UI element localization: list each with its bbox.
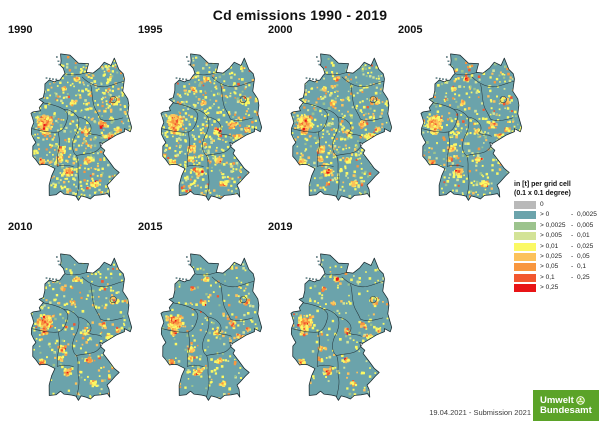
legend-range-to: 0,025 — [577, 242, 594, 250]
legend-range-sep: - — [571, 263, 574, 271]
germany-map-1990 — [30, 53, 133, 201]
legend-range-sep: - — [571, 211, 574, 219]
uba-logo: Umwelt Bundesamt — [533, 390, 599, 421]
legend-swatch — [514, 273, 536, 282]
legend-range-to: 0,25 — [577, 273, 590, 281]
legend-swatch — [514, 263, 536, 272]
legend-title-line1: in [t] per grid cell — [514, 181, 571, 188]
year-label-2015: 2015 — [138, 221, 163, 233]
legend-swatch — [514, 201, 536, 209]
logo-text-umwelt: Umwelt — [540, 395, 574, 406]
legend: in [t] per grid cell (0.1 x 0.1 degree) … — [514, 180, 600, 295]
legend-row: > 0,05 - 0,1 — [514, 263, 600, 272]
legend-range-from: > 0 — [540, 211, 550, 219]
legend-range-to: 0,01 — [577, 232, 590, 240]
submission-note: 19.04.2021 - Submission 2021 — [429, 408, 531, 417]
year-label-2005: 2005 — [398, 24, 423, 36]
germany-map-2005 — [420, 53, 523, 201]
legend-range-to: 0,1 — [577, 263, 587, 271]
legend-row: 0 — [514, 201, 600, 209]
germany-map-1995 — [160, 53, 263, 201]
legend-row: > 0,005 - 0,01 — [514, 232, 600, 241]
legend-range-from: > 0,025 — [540, 252, 562, 260]
germany-map-2010 — [30, 253, 133, 401]
legend-row: > 0,025 - 0,05 — [514, 252, 600, 261]
legend-range-to: 0,0025 — [577, 211, 597, 219]
legend-row: > 0,0025 - 0,005 — [514, 221, 600, 230]
legend-swatch — [514, 211, 536, 220]
legend-range-from: > 0,05 — [540, 263, 559, 271]
year-label-1995: 1995 — [138, 24, 163, 36]
legend-range-to: 0,05 — [577, 252, 590, 260]
legend-row: > 0,01 - 0,025 — [514, 242, 600, 251]
legend-range-sep: - — [571, 273, 574, 281]
year-label-2010: 2010 — [8, 221, 33, 233]
legend-swatch — [514, 284, 536, 293]
legend-range-from: > 0,005 — [540, 232, 562, 240]
year-label-2019: 2019 — [268, 221, 293, 233]
legend-rows: 0 > 0 - 0,0025 > 0,0025 - 0,005 > 0,005 … — [514, 201, 600, 293]
legend-range-from: > 0,01 — [540, 242, 559, 250]
figure-title: Cd emissions 1990 - 2019 — [212, 7, 388, 23]
year-label-2000: 2000 — [268, 24, 293, 36]
year-label-1990: 1990 — [8, 24, 33, 36]
uba-globe-icon — [576, 396, 585, 405]
legend-swatch — [514, 252, 536, 261]
legend-row: > 0,1 - 0,25 — [514, 273, 600, 282]
legend-range-from: > 0,0025 — [540, 221, 566, 229]
legend-range-from: > 0,1 — [540, 273, 555, 281]
legend-title-line2: (0.1 x 0.1 degree) — [514, 190, 571, 197]
germany-map-2019 — [290, 253, 393, 401]
legend-range-sep: - — [571, 242, 574, 250]
germany-map-2015 — [160, 253, 263, 401]
germany-map-2000 — [290, 53, 393, 201]
legend-range-sep: - — [571, 232, 574, 240]
logo-text-bundesamt: Bundesamt — [540, 404, 592, 416]
legend-swatch — [514, 221, 536, 230]
legend-range-sep: - — [571, 252, 574, 260]
legend-range-from: > 0,25 — [540, 284, 559, 292]
legend-range-from: 0 — [540, 201, 544, 208]
legend-range-to: 0,005 — [577, 221, 594, 229]
legend-range-sep: - — [571, 221, 574, 229]
legend-row: > 0,25 — [514, 284, 600, 293]
legend-swatch — [514, 242, 536, 251]
legend-row: > 0 - 0,0025 — [514, 211, 600, 220]
legend-swatch — [514, 232, 536, 241]
